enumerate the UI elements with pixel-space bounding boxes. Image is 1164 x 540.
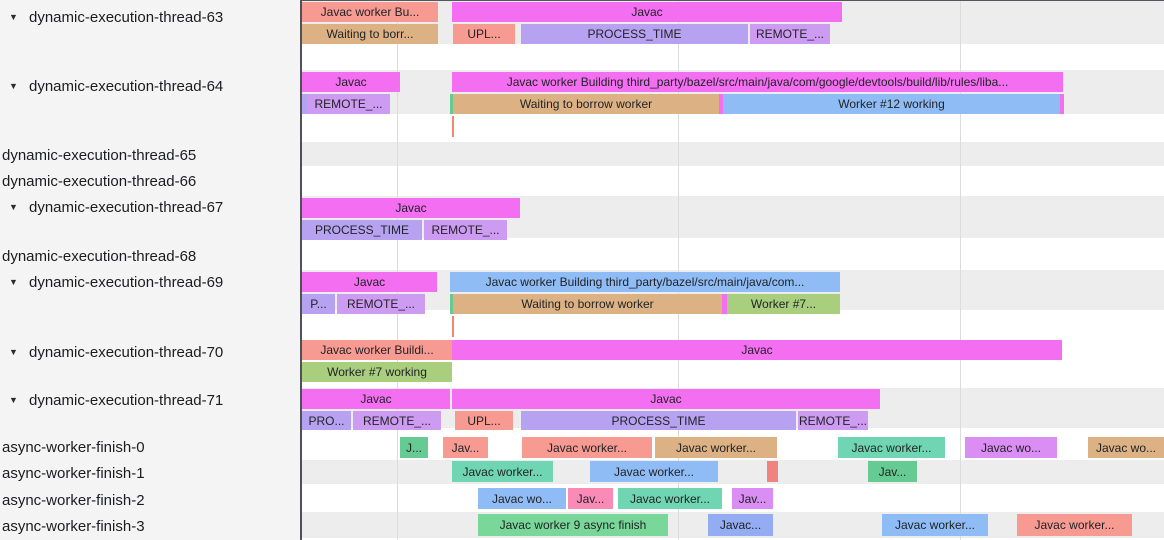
timeline-slice[interactable]: Javac worker 9 async finish	[478, 514, 668, 536]
expand-arrow-icon[interactable]: ▼	[9, 277, 18, 287]
timeline-slice[interactable]: Javac wo...	[1088, 437, 1164, 458]
timeline-slice[interactable]	[1060, 94, 1064, 114]
timeline-slice[interactable]: Javac	[302, 389, 450, 409]
timeline-slice[interactable]	[302, 94, 307, 114]
timeline-slice[interactable]: PROCESS_TIME	[302, 220, 422, 240]
expand-arrow-icon[interactable]: ▼	[9, 81, 18, 91]
sidebar-row-dynamic-execution-thread-70[interactable]: ▼ dynamic-execution-thread-70	[0, 341, 300, 363]
timeline-slice[interactable]	[450, 294, 454, 314]
timeline-slice[interactable]: Javac	[452, 340, 1062, 360]
timeline-slice[interactable]: PROCESS_TIME	[521, 24, 748, 44]
thread-track-label: dynamic-execution-thread-66	[2, 172, 197, 190]
expand-arrow-icon[interactable]: ▼	[9, 347, 18, 357]
timeline-slice[interactable]: Javac worker Bu...	[302, 2, 438, 22]
timeline-slice[interactable]: Jav...	[732, 488, 773, 509]
track-band	[302, 142, 1164, 166]
timeline-slice[interactable]	[450, 94, 454, 114]
thread-track-label: dynamic-execution-thread-69	[29, 273, 224, 291]
thread-track-sidebar: ▼ dynamic-execution-thread-63 ▼ dynamic-exe…	[0, 0, 300, 540]
sidebar-row-dynamic-execution-thread-64[interactable]: ▼ dynamic-execution-thread-64	[0, 75, 300, 97]
sidebar-row-dynamic-execution-thread-65[interactable]: dynamic-execution-thread-65	[0, 144, 300, 166]
sidebar-row-dynamic-execution-thread-69[interactable]: ▼ dynamic-execution-thread-69	[0, 271, 300, 293]
timeline-slice[interactable]: PRO...	[302, 411, 351, 430]
thread-track-label: dynamic-execution-thread-65	[2, 146, 197, 164]
timeline-slice[interactable]: Worker #7 working	[302, 362, 452, 382]
timeline-slice[interactable]: Javac worker...	[452, 461, 553, 482]
timeline-slice[interactable]: Worker #12 working	[723, 94, 1060, 114]
timeline-slice[interactable]: Javac worker...	[590, 461, 718, 482]
thread-track-label: dynamic-execution-thread-67	[29, 198, 224, 216]
timeline-slice[interactable]: P...	[302, 294, 335, 314]
track-top-border	[302, 0, 1164, 1]
timeline-slice[interactable]: Javac worker...	[838, 437, 945, 458]
expand-arrow-icon[interactable]: ▼	[9, 395, 18, 405]
thread-track-label: dynamic-execution-thread-70	[29, 343, 224, 361]
sidebar-row-async-worker-finish-1[interactable]: async-worker-finish-1	[0, 462, 300, 484]
timeline-slice[interactable]	[722, 294, 727, 314]
timeline-slice[interactable]: Javac wo...	[478, 488, 566, 509]
timeline-slice[interactable]: PROCESS_TIME	[521, 411, 796, 430]
timeline-slice[interactable]: Jav...	[868, 461, 917, 482]
timeline-slice[interactable]: Javac	[302, 272, 437, 292]
expand-arrow-icon[interactable]: ▼	[9, 12, 18, 22]
thread-track-label: async-worker-finish-0	[2, 438, 145, 456]
timeline-slice[interactable]: UPL...	[455, 411, 513, 430]
thread-track-label: dynamic-execution-thread-64	[29, 77, 224, 95]
time-gridline	[678, 0, 679, 540]
timeline-slice[interactable]	[719, 94, 723, 114]
timeline-slice[interactable]: Javac	[452, 389, 880, 409]
sidebar-row-dynamic-execution-thread-68[interactable]: dynamic-execution-thread-68	[0, 245, 300, 267]
sidebar-row-async-worker-finish-0[interactable]: async-worker-finish-0	[0, 436, 300, 458]
timeline-slice[interactable]: Waiting to borrow worker	[453, 94, 719, 114]
timeline-slice[interactable]: Waiting to borr...	[302, 24, 438, 44]
timeline-slice[interactable]: Javac worker Building third_party/bazel/…	[452, 72, 1063, 92]
time-gridline	[397, 0, 398, 540]
timeline-slice[interactable]: REMOTE_...	[353, 411, 441, 430]
time-gridline	[960, 0, 961, 540]
timeline-track-area[interactable]: Javac worker Bu... Javac Waiting to borr..…	[302, 0, 1164, 540]
timeline-slice[interactable]: UPL...	[453, 24, 515, 44]
sidebar-row-async-worker-finish-2[interactable]: async-worker-finish-2	[0, 489, 300, 511]
timeline-slice[interactable]: Javac wo...	[965, 437, 1057, 458]
timeline-slice[interactable]: Worker #7...	[727, 294, 840, 314]
sidebar-row-dynamic-execution-thread-66[interactable]: dynamic-execution-thread-66	[0, 170, 300, 192]
sidebar-row-dynamic-execution-thread-71[interactable]: ▼ dynamic-execution-thread-71	[0, 389, 300, 411]
timeline-slice[interactable]: REMOTE_...	[798, 411, 868, 430]
timeline-slice[interactable]: Javac...	[708, 514, 773, 536]
sidebar-row-async-worker-finish-3[interactable]: async-worker-finish-3	[0, 515, 300, 537]
timeline-slice[interactable]: Waiting to borrow worker	[453, 294, 722, 314]
timeline-slice[interactable]: J...	[400, 437, 428, 458]
timeline-slice[interactable]: REMOTE_...	[750, 24, 830, 44]
sidebar-row-dynamic-execution-thread-63[interactable]: ▼ dynamic-execution-thread-63	[0, 6, 300, 28]
timeline-slice[interactable]: Javac worker...	[522, 437, 652, 458]
timeline-slice[interactable]: Jav...	[443, 437, 488, 458]
timeline-slice[interactable]	[767, 461, 778, 482]
thread-track-label: dynamic-execution-thread-68	[2, 247, 197, 265]
timeline-slice[interactable]: REMOTE_...	[337, 294, 425, 314]
timeline-slice[interactable]: REMOTE_...	[307, 94, 390, 114]
instant-event-marker[interactable]	[452, 116, 454, 137]
thread-track-label: dynamic-execution-thread-63	[29, 8, 224, 26]
timeline-slice[interactable]: Javac worker...	[655, 437, 777, 458]
timeline-slice[interactable]: Javac worker...	[882, 514, 988, 536]
thread-track-label: async-worker-finish-2	[2, 491, 145, 509]
timeline-slice[interactable]: Javac worker Building third_party/bazel/…	[450, 272, 840, 292]
track-band	[302, 460, 1164, 484]
timeline-slice[interactable]: Javac worker...	[618, 488, 722, 509]
timeline-slice[interactable]: Javac	[302, 198, 520, 218]
thread-track-label: async-worker-finish-1	[2, 464, 145, 482]
timeline-slice[interactable]: Jav...	[568, 488, 613, 509]
timeline-slice[interactable]: Javac worker Buildi...	[302, 340, 452, 360]
timeline-slice[interactable]: Javac	[302, 72, 400, 92]
expand-arrow-icon[interactable]: ▼	[9, 202, 18, 212]
sidebar-divider	[300, 0, 302, 540]
timeline-slice[interactable]: Javac	[452, 2, 842, 22]
sidebar-row-dynamic-execution-thread-67[interactable]: ▼ dynamic-execution-thread-67	[0, 196, 300, 218]
timeline-slice[interactable]: REMOTE_...	[424, 220, 507, 240]
thread-track-label: dynamic-execution-thread-71	[29, 391, 224, 409]
instant-event-marker[interactable]	[452, 316, 454, 337]
thread-track-label: async-worker-finish-3	[2, 517, 145, 535]
timeline-slice[interactable]: Javac worker...	[1017, 514, 1132, 536]
